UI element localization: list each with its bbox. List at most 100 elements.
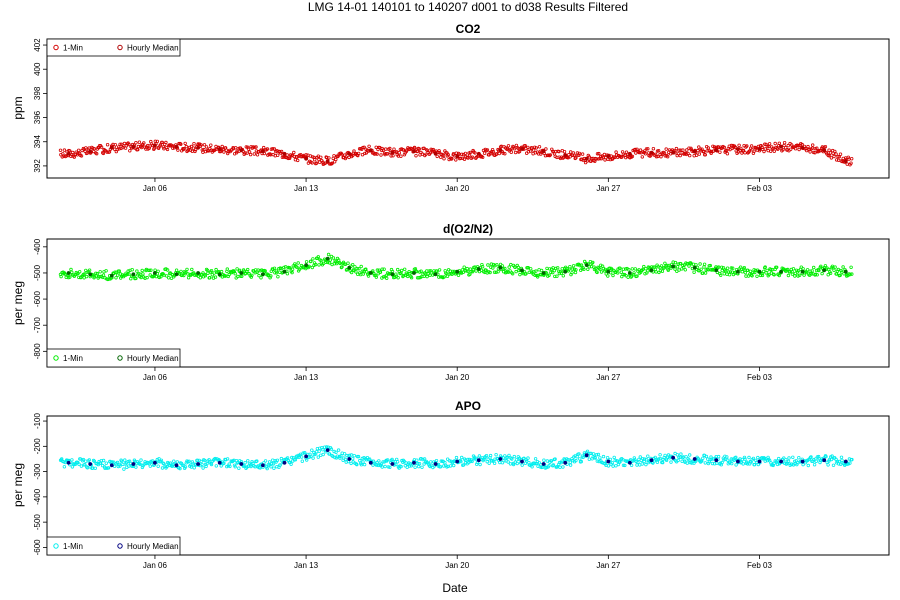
- one-min-point: [222, 150, 226, 154]
- hourly-median-point: [304, 263, 309, 268]
- y-axis: -800 -700 -600 -500 -400: [33, 238, 47, 359]
- one-min-point: [397, 150, 401, 155]
- one-min-point: [604, 272, 608, 276]
- one-min-point: [743, 151, 747, 155]
- one-min-point: [359, 264, 363, 269]
- one-min-point: [606, 274, 610, 278]
- one-min-point: [763, 142, 767, 146]
- one-min-point: [462, 157, 467, 161]
- one-min-point: [381, 460, 385, 464]
- one-min-point: [379, 462, 384, 466]
- one-min-point: [586, 267, 590, 271]
- one-min-point: [448, 269, 452, 273]
- one-min-point: [658, 453, 662, 457]
- one-min-point: [829, 156, 834, 160]
- one-min-point: [815, 146, 819, 150]
- one-min-point: [193, 149, 197, 154]
- one-min-point: [644, 458, 649, 462]
- one-min-point: [640, 462, 644, 466]
- hourly-median-point: [843, 269, 848, 274]
- one-min-point: [269, 465, 273, 469]
- one-min-point: [841, 265, 845, 269]
- panel-title: CO2: [456, 22, 481, 36]
- one-min-point: [728, 270, 733, 274]
- one-min-point: [296, 158, 300, 163]
- one-min-point: [99, 145, 104, 149]
- one-min-point: [388, 465, 392, 469]
- one-min-point: [288, 156, 292, 160]
- one-min-point: [316, 255, 320, 259]
- one-min-point: [118, 142, 122, 146]
- one-min-point: [518, 272, 522, 277]
- one-min-point: [494, 270, 498, 274]
- one-min-point: [791, 455, 795, 459]
- hourly-median-point: [368, 148, 373, 153]
- one-min-point: [359, 463, 364, 467]
- one-min-point: [201, 466, 205, 470]
- one-min-point: [793, 274, 797, 278]
- one-min-point: [834, 158, 839, 162]
- one-min-point: [572, 153, 576, 157]
- one-min-point: [447, 459, 452, 463]
- one-min-point: [740, 457, 744, 462]
- one-min-point: [683, 268, 687, 272]
- one-min-point: [709, 151, 713, 155]
- one-min-point: [205, 462, 209, 466]
- one-min-point: [594, 157, 599, 161]
- one-min-point: [448, 464, 453, 468]
- one-min-point: [596, 452, 601, 457]
- one-min-point: [385, 458, 390, 462]
- one-min-point: [351, 457, 355, 461]
- one-min-point: [137, 140, 142, 144]
- x-tick-label: Jan 20: [445, 373, 470, 382]
- one-min-point: [557, 460, 562, 465]
- one-min-point: [153, 268, 157, 272]
- one-min-point: [300, 459, 304, 463]
- one-min-point: [340, 152, 344, 157]
- one-min-point: [437, 268, 442, 272]
- one-min-point: [416, 461, 420, 466]
- y-axis-label: per meg: [11, 463, 25, 507]
- one-min-point: [661, 460, 665, 465]
- one-min-point: [417, 147, 421, 151]
- one-min-point: [325, 155, 329, 160]
- one-min-point: [676, 458, 680, 463]
- one-min-point: [454, 455, 459, 460]
- one-min-point: [589, 264, 594, 269]
- one-min-point: [283, 265, 288, 269]
- hourly-median-point: [692, 265, 697, 270]
- one-min-point: [830, 454, 834, 458]
- one-min-point: [417, 462, 422, 466]
- one-min-point: [773, 141, 777, 146]
- one-min-point: [304, 153, 308, 157]
- one-min-point: [751, 151, 756, 155]
- one-min-point: [272, 466, 276, 470]
- one-min-point: [599, 270, 604, 274]
- hourly-median-point: [649, 150, 654, 155]
- hourly-median-point: [541, 149, 546, 154]
- one-min-point: [85, 151, 90, 155]
- y-tick-label: 398: [33, 86, 42, 100]
- one-min-point: [193, 147, 198, 152]
- one-min-point: [626, 275, 630, 279]
- one-min-point: [374, 275, 378, 279]
- one-min-point: [103, 466, 107, 470]
- one-min-point: [235, 267, 239, 271]
- one-min-point: [245, 267, 250, 272]
- one-min-point: [505, 455, 509, 459]
- one-min-point: [354, 270, 358, 274]
- one-min-point: [694, 153, 699, 157]
- one-min-point: [666, 268, 670, 272]
- one-min-point: [290, 270, 294, 275]
- one-min-point: [450, 156, 454, 161]
- one-min-point: [140, 268, 144, 273]
- one-min-point: [180, 273, 184, 277]
- one-min-point: [263, 269, 267, 273]
- one-min-point: [551, 464, 555, 468]
- one-min-point: [611, 273, 615, 278]
- one-min-point: [595, 152, 600, 156]
- hourly-median-point: [628, 460, 632, 465]
- one-min-point: [184, 144, 188, 149]
- one-min-point: [827, 458, 832, 462]
- one-min-point: [70, 465, 75, 469]
